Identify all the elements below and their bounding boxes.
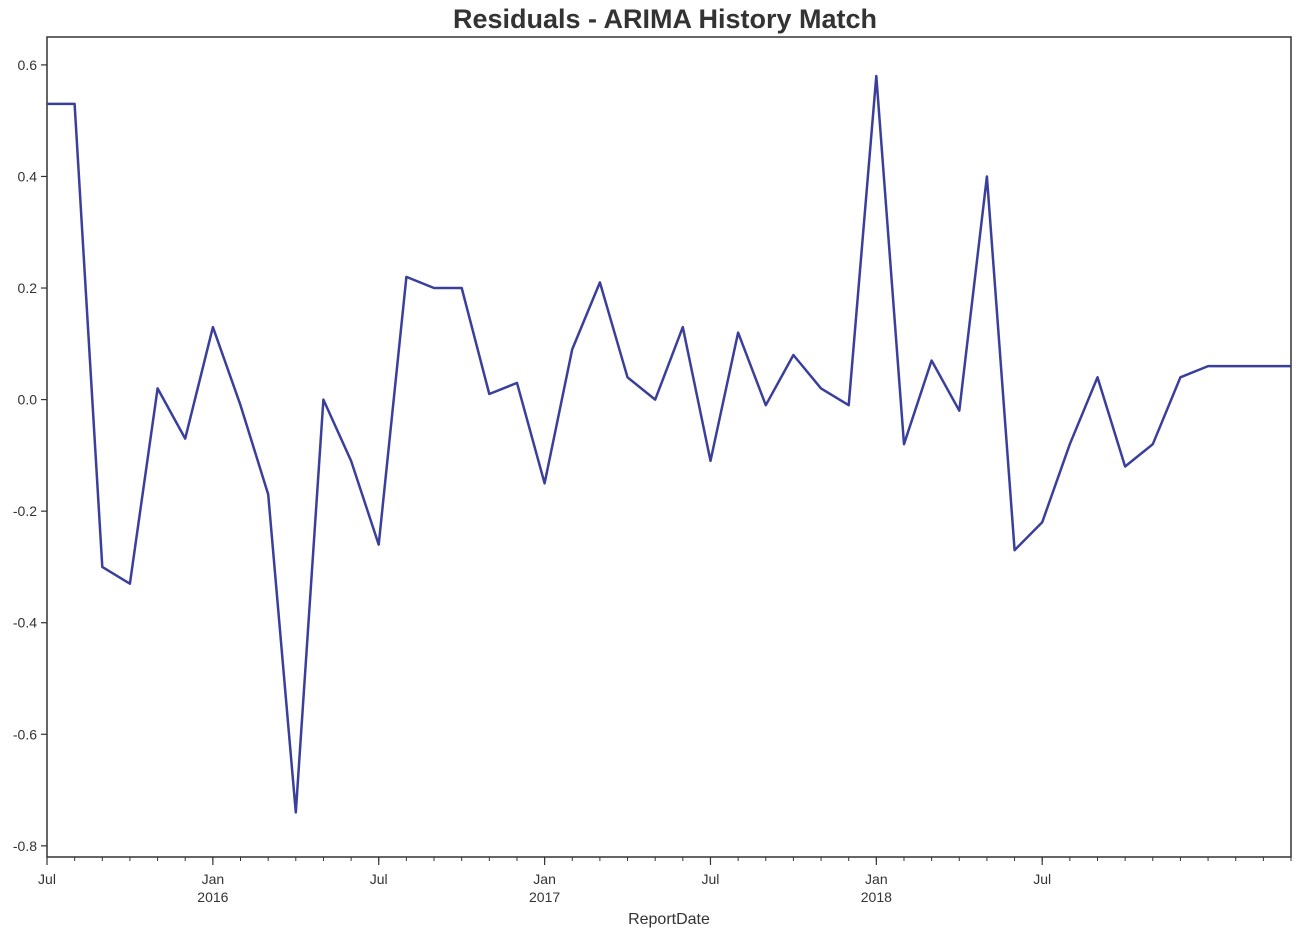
x-tick-label: Jul bbox=[38, 871, 56, 887]
y-tick-label: 0.4 bbox=[18, 168, 38, 184]
y-tick-label: -0.2 bbox=[13, 503, 37, 519]
chart-title: Residuals - ARIMA History Match bbox=[453, 4, 877, 34]
residuals-series-line bbox=[47, 74, 1291, 814]
x-tick-label: Jul bbox=[1033, 871, 1051, 887]
x-tick-label: Jul bbox=[702, 871, 720, 887]
x-tick-label: Jul bbox=[370, 871, 388, 887]
y-tick-label: 0.0 bbox=[18, 392, 38, 408]
y-tick-label: 0.2 bbox=[18, 280, 38, 296]
x-tick-label: Jan bbox=[865, 871, 888, 887]
x-axis: Jul Jan 2016 Jul Jan 2017 Jul Jan 2018 Jul bbox=[38, 857, 1292, 905]
y-tick-label: -0.4 bbox=[13, 615, 37, 631]
x-axis-label: ReportDate bbox=[628, 911, 710, 928]
x-tick-label: Jan bbox=[533, 871, 556, 887]
x-tick-year-label: 2016 bbox=[197, 889, 228, 905]
y-axis: 0.6 0.4 0.2 0.0 -0.2 -0.4 -0.6 -0.8 bbox=[13, 57, 47, 854]
y-tick-label: -0.6 bbox=[13, 726, 37, 742]
x-tick-year-label: 2018 bbox=[861, 889, 892, 905]
x-tick-year-label: 2017 bbox=[529, 889, 560, 905]
plot-area-frame bbox=[46, 36, 1292, 858]
y-tick-label: 0.6 bbox=[18, 57, 38, 73]
x-tick-label: Jan bbox=[202, 871, 225, 887]
y-tick-label: -0.8 bbox=[13, 838, 37, 854]
